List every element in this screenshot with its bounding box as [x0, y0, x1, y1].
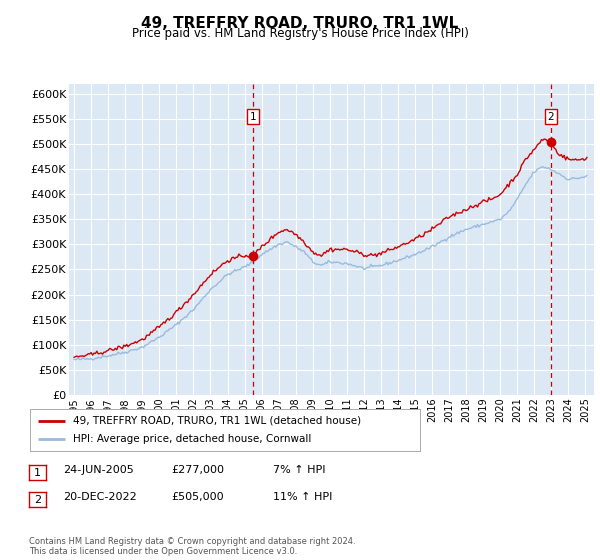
Text: 20-DEC-2022: 20-DEC-2022 — [63, 492, 137, 502]
Text: £277,000: £277,000 — [171, 465, 224, 475]
Text: 2: 2 — [548, 111, 554, 122]
Text: 49, TREFFRY ROAD, TRURO, TR1 1WL (detached house): 49, TREFFRY ROAD, TRURO, TR1 1WL (detach… — [73, 416, 361, 426]
Text: 49, TREFFRY ROAD, TRURO, TR1 1WL: 49, TREFFRY ROAD, TRURO, TR1 1WL — [142, 16, 458, 31]
Text: 7% ↑ HPI: 7% ↑ HPI — [273, 465, 325, 475]
Text: 11% ↑ HPI: 11% ↑ HPI — [273, 492, 332, 502]
Text: Contains HM Land Registry data © Crown copyright and database right 2024.: Contains HM Land Registry data © Crown c… — [29, 538, 355, 547]
Text: Price paid vs. HM Land Registry's House Price Index (HPI): Price paid vs. HM Land Registry's House … — [131, 27, 469, 40]
Text: 1: 1 — [34, 468, 41, 478]
Text: 2: 2 — [34, 494, 41, 505]
Text: 24-JUN-2005: 24-JUN-2005 — [63, 465, 134, 475]
Text: £505,000: £505,000 — [171, 492, 224, 502]
Text: This data is licensed under the Open Government Licence v3.0.: This data is licensed under the Open Gov… — [29, 548, 297, 557]
Text: HPI: Average price, detached house, Cornwall: HPI: Average price, detached house, Corn… — [73, 434, 311, 444]
Text: 1: 1 — [250, 111, 256, 122]
